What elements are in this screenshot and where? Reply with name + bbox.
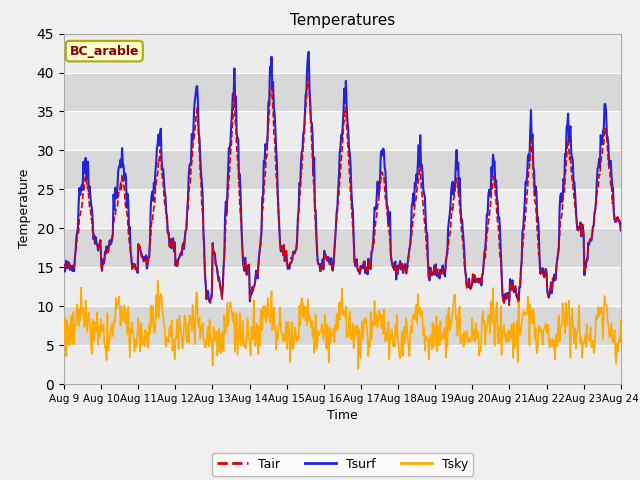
Bar xyxy=(64,150,621,189)
Bar xyxy=(64,34,621,72)
Bar xyxy=(64,306,621,345)
Bar xyxy=(64,345,621,384)
Bar xyxy=(64,189,621,228)
Bar xyxy=(64,111,621,150)
Title: Temperatures: Temperatures xyxy=(290,13,395,28)
Bar xyxy=(64,267,621,306)
Legend: Tair, Tsurf, Tsky: Tair, Tsurf, Tsky xyxy=(212,453,473,476)
Bar xyxy=(64,72,621,111)
X-axis label: Time: Time xyxy=(327,409,358,422)
Bar xyxy=(64,228,621,267)
Y-axis label: Temperature: Temperature xyxy=(18,169,31,249)
Text: BC_arable: BC_arable xyxy=(70,45,139,58)
